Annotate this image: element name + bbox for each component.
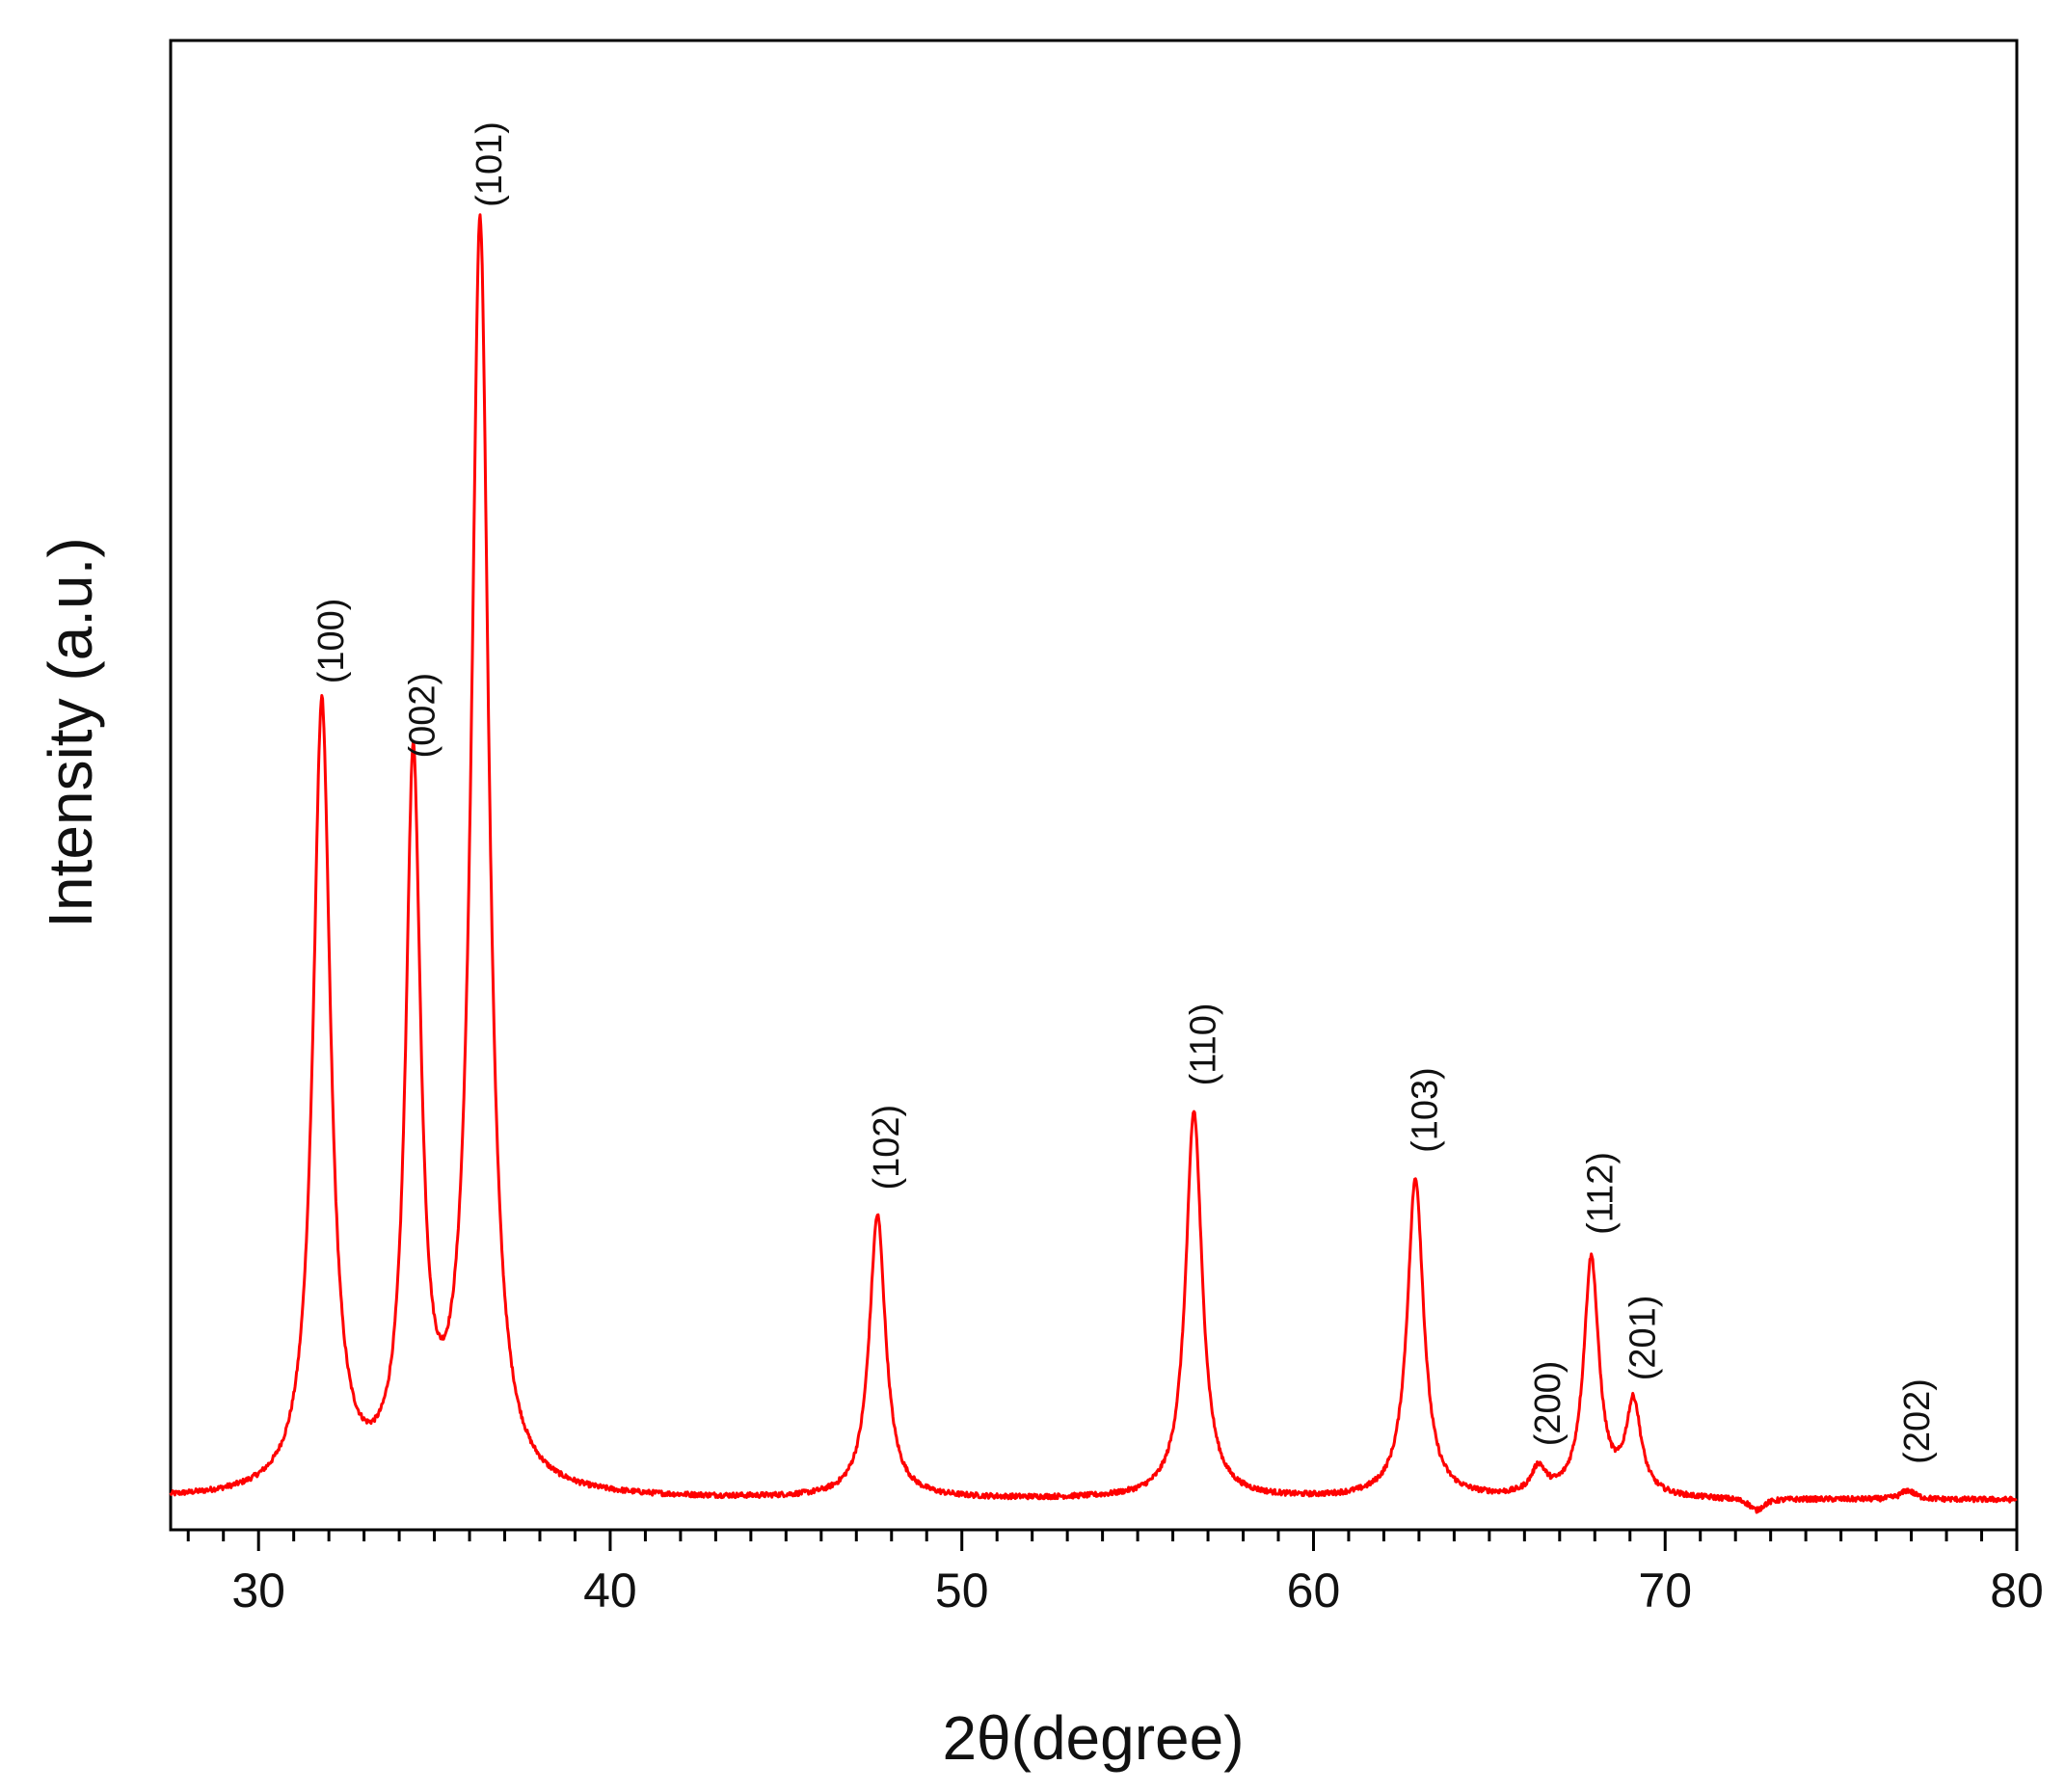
peak-label: (110) [1183,1003,1223,1086]
x-tick-label: 60 [1287,1564,1341,1618]
peak-label: (112) [1581,1152,1622,1235]
x-tick-label: 70 [1638,1564,1692,1618]
x-tick-label: 80 [1990,1564,2044,1618]
peak-label: (200) [1528,1361,1569,1447]
x-tick-label: 50 [935,1564,989,1618]
x-axis-ticks [186,1530,2019,1551]
plot-frame [169,39,2019,1532]
peak-label: (101) [469,121,510,207]
peak-label: (202) [1897,1378,1938,1464]
peak-labels: (100) (002) (101) (102) (110) (103) (200) (112)… [311,121,1938,1464]
peak-label: (100) [311,599,352,684]
y-axis-title: Intensity (a.u.) [36,537,105,928]
xrd-pattern-line [169,213,2018,1514]
peak-label: (102) [867,1105,907,1190]
x-axis-tick-labels: 30 40 50 60 70 80 [231,1564,2043,1618]
peak-label: (103) [1405,1067,1445,1153]
peak-label: (201) [1622,1296,1663,1381]
x-tick-label: 40 [583,1564,637,1618]
peak-label: (002) [403,673,443,759]
x-axis-title: 2θ(degree) [942,1703,1244,1773]
x-tick-label: 30 [231,1564,285,1618]
